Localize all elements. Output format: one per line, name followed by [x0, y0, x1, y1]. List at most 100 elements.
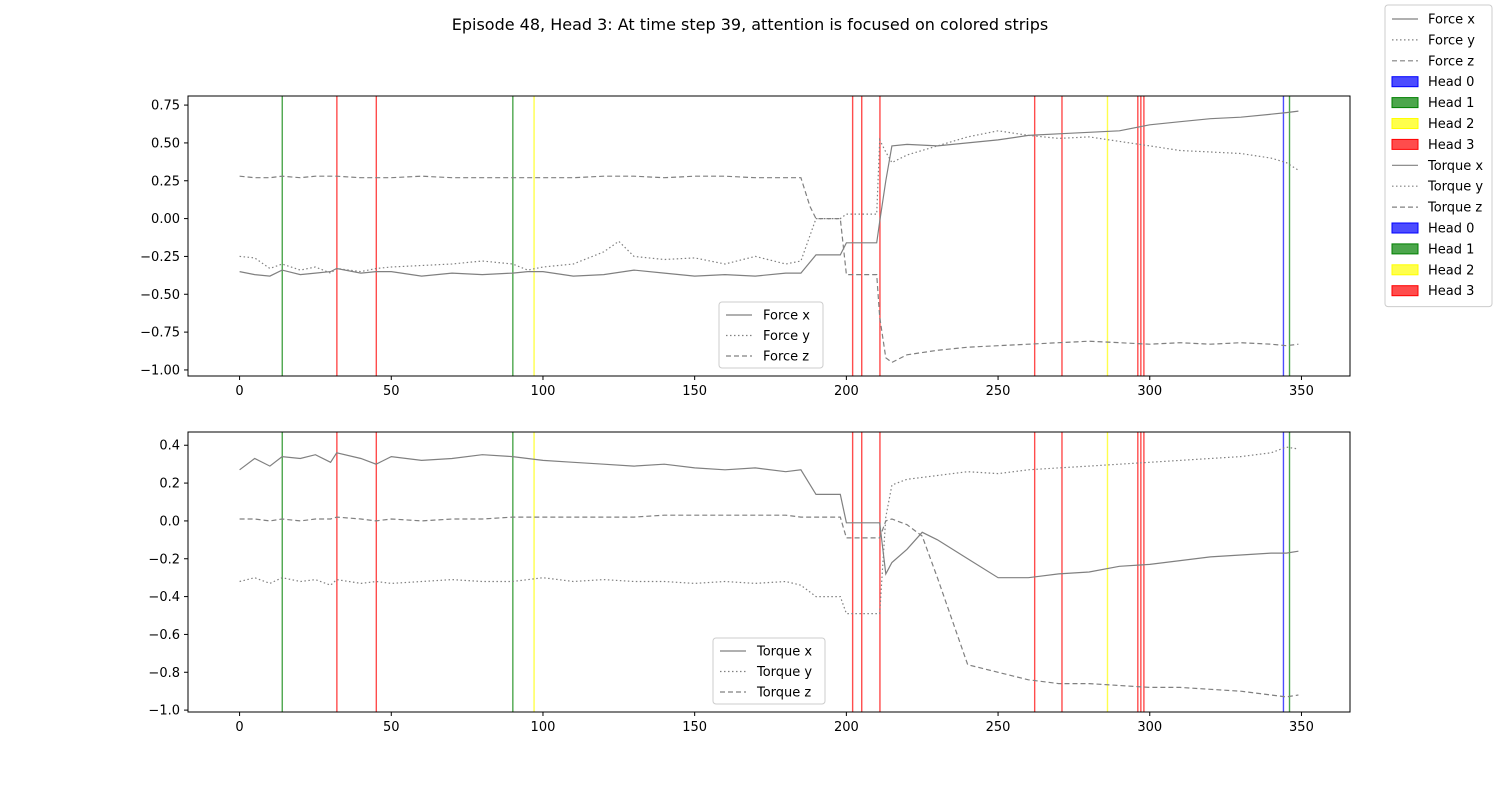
x-tick-label: 100 — [531, 384, 556, 399]
x-tick-label: 50 — [383, 384, 400, 399]
y-tick-label: 0.0 — [159, 514, 180, 529]
attention-strip-head-1 — [1288, 96, 1291, 376]
figure-legend-label: Torque y — [1427, 180, 1483, 195]
figure-legend-patch — [1391, 243, 1419, 255]
attention-strip-head-3 — [1140, 432, 1142, 712]
figure-legend-label: Force y — [1428, 33, 1475, 48]
attention-strip-head-2 — [1106, 432, 1109, 712]
attention-strip-head-3 — [1137, 432, 1139, 712]
legend-label: Torque z — [756, 686, 811, 701]
y-tick-label: −0.4 — [148, 590, 180, 605]
y-tick-label: −0.50 — [140, 288, 180, 303]
figure-legend-label: Head 1 — [1428, 242, 1474, 257]
figure-legend-patch — [1391, 97, 1419, 109]
attention-strip-head-3 — [851, 432, 854, 712]
attention-strip-head-1 — [512, 432, 514, 712]
figure-legend-label: Head 1 — [1428, 96, 1474, 111]
figure-legend-patch — [1391, 76, 1419, 88]
axes-frame — [187, 95, 1351, 377]
y-tick-label: −0.2 — [148, 552, 180, 567]
x-tick-label: 0 — [235, 720, 243, 735]
legend-box — [712, 637, 826, 705]
attention-strip-head-3 — [1033, 432, 1036, 712]
figure-title: Episode 48, Head 3: At time step 39, att… — [452, 15, 1049, 34]
attention-strip-head-3 — [879, 432, 881, 712]
figure-legend-label: Head 0 — [1428, 75, 1474, 90]
legend-label: Force x — [763, 309, 810, 324]
figure-legend-patch — [1391, 264, 1419, 276]
x-tick-label: 300 — [1137, 720, 1162, 735]
series-line-torque-y — [239, 446, 1299, 615]
attention-strip-head-1 — [281, 432, 283, 712]
axes-legend: Force x Force y Force z — [718, 301, 824, 369]
x-tick-label: 300 — [1137, 384, 1162, 399]
attention-strip-head-3 — [1033, 96, 1036, 376]
attention-strip-head-2 — [533, 432, 535, 712]
x-tick-label: 150 — [682, 384, 707, 399]
series-line-force-x — [239, 110, 1299, 277]
attention-strip-head-1 — [281, 96, 283, 376]
attention-strip-head-3 — [1137, 96, 1139, 376]
y-tick-label: 0.4 — [159, 439, 180, 454]
legend-label: Force z — [763, 350, 809, 365]
x-tick-label: 100 — [531, 720, 556, 735]
force-axes: 0 50 100 150 200 250 300 350 −1.00 −0.75 −0.50 −0.2… — [140, 95, 1351, 399]
attention-strip-head-3 — [1143, 96, 1145, 376]
figure-legend-label: Torque x — [1427, 159, 1483, 174]
y-tick-label: 0.25 — [151, 174, 180, 189]
y-tick-label: 0.50 — [151, 136, 180, 151]
x-tick-label: 350 — [1289, 720, 1314, 735]
y-tick-label: 0.00 — [151, 212, 180, 227]
attention-strip-head-3 — [375, 96, 378, 376]
y-tick-label: −0.25 — [140, 250, 180, 265]
figure-legend-label: Force z — [1428, 54, 1474, 69]
attention-strip-head-1 — [512, 96, 514, 376]
torque-axes: 0 50 100 150 200 250 300 350 −1.0 −0.8 −0.6 −0.4 −0.… — [148, 431, 1351, 735]
figure-legend-label: Force x — [1428, 13, 1475, 28]
figure-legend-label: Head 3 — [1428, 138, 1474, 153]
series-line-force-z — [239, 175, 1299, 364]
y-tick-label: −1.0 — [148, 704, 180, 719]
legend-box — [718, 301, 824, 369]
figure-legend-box — [1384, 4, 1493, 308]
attention-strip-head-3 — [861, 432, 863, 712]
legend-label: Torque y — [756, 665, 812, 680]
attention-strip-head-3 — [879, 96, 881, 376]
attention-strip-head-2 — [1106, 96, 1109, 376]
x-tick-label: 350 — [1289, 384, 1314, 399]
figure-legend-patch — [1391, 118, 1419, 129]
figure-legend-label: Head 2 — [1428, 263, 1474, 278]
figure-legend: Force x Force y Force z Head 0 Head 1 Head 2 H… — [1384, 4, 1493, 308]
series-line-torque-x — [239, 452, 1299, 579]
attention-strip-head-3 — [1143, 432, 1145, 712]
attention-strip-head-1 — [1288, 432, 1291, 712]
axes-frame — [187, 431, 1351, 713]
y-tick-label: 0.2 — [159, 477, 180, 492]
x-tick-label: 0 — [235, 384, 243, 399]
attention-strip-head-2 — [533, 96, 535, 376]
x-tick-label: 50 — [383, 720, 400, 735]
figure-legend-label: Head 2 — [1428, 117, 1474, 132]
attention-strip-head-3 — [861, 96, 863, 376]
legend-label: Torque x — [756, 645, 812, 660]
x-tick-label: 250 — [986, 384, 1011, 399]
figure-legend-patch — [1391, 285, 1419, 297]
attention-strip-head-3 — [336, 432, 338, 712]
legend-label: Force y — [763, 329, 810, 344]
series-line-torque-z — [239, 514, 1299, 698]
figure-legend-label: Head 3 — [1428, 284, 1474, 299]
attention-strip-head-3 — [851, 96, 854, 376]
x-tick-label: 200 — [834, 720, 859, 735]
y-tick-label: −0.8 — [148, 666, 180, 681]
y-tick-label: −0.6 — [148, 628, 180, 643]
y-tick-label: 0.75 — [151, 99, 180, 114]
x-tick-label: 150 — [682, 720, 707, 735]
attention-strip-head-3 — [375, 432, 378, 712]
figure-legend-patch — [1391, 138, 1419, 150]
x-tick-label: 250 — [986, 720, 1011, 735]
attention-strip-head-3 — [336, 96, 338, 376]
attention-strip-head-3 — [1061, 432, 1063, 712]
x-tick-label: 200 — [834, 384, 859, 399]
y-tick-label: −0.75 — [140, 326, 180, 341]
